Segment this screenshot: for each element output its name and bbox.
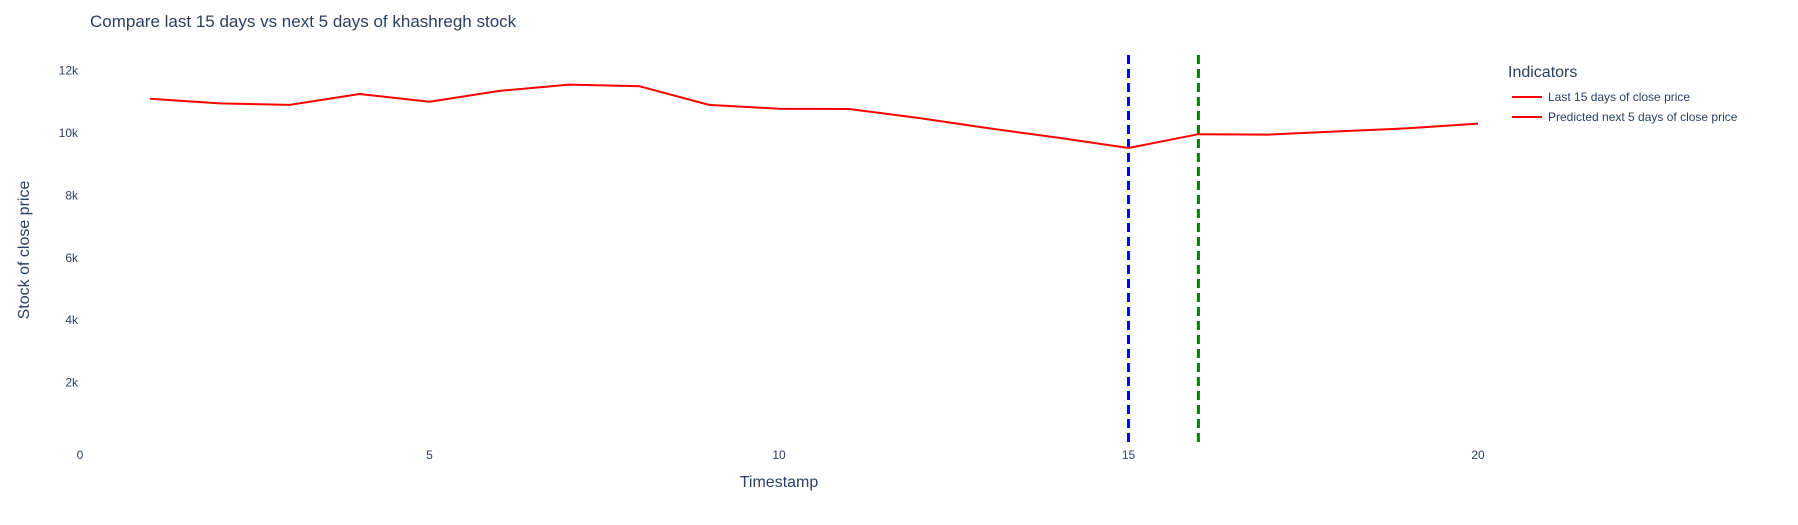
y-axis-ticks: 2k 4k 6k 8k 10k 12k: [59, 64, 79, 390]
chart-title: Compare last 15 days vs next 5 days of k…: [90, 12, 517, 31]
y-tick-label: 12k: [59, 64, 79, 78]
series-line-1: [149, 83, 1129, 149]
y-tick-label: 6k: [65, 251, 79, 265]
x-tick-label: 5: [426, 448, 433, 462]
legend-item-last-15-days[interactable]: Last 15 days of close price: [1508, 87, 1737, 107]
vertical-markers: [1127, 55, 1200, 445]
legend: Indicators Last 15 days of close price P…: [1508, 64, 1737, 127]
x-axis-ticks: 0 5 10 15 20: [77, 448, 1485, 462]
y-tick-label: 8k: [65, 188, 79, 202]
x-tick-label: 20: [1471, 448, 1485, 462]
x-tick-label: 10: [772, 448, 786, 462]
legend-swatch-predicted-next-5-days: [1512, 116, 1542, 118]
series-lines: [149, 83, 1479, 149]
series-line-2: [1128, 122, 1479, 149]
x-tick-label: 15: [1122, 448, 1136, 462]
legend-label-last-15-days: Last 15 days of close price: [1548, 90, 1691, 104]
y-axis-title: Stock of close price: [16, 181, 33, 320]
y-tick-label: 2k: [65, 376, 79, 390]
y-tick-label: 10k: [59, 126, 79, 140]
legend-title: Indicators: [1508, 64, 1578, 81]
legend-swatch-last-15-days: [1512, 96, 1542, 98]
legend-label-predicted-next-5-days: Predicted next 5 days of close price: [1548, 110, 1738, 124]
x-axis-title: Timestamp: [740, 474, 819, 491]
legend-item-predicted-next-5-days[interactable]: Predicted next 5 days of close price: [1508, 107, 1737, 127]
x-tick-label: 0: [77, 448, 84, 462]
y-tick-label: 4k: [65, 313, 79, 327]
